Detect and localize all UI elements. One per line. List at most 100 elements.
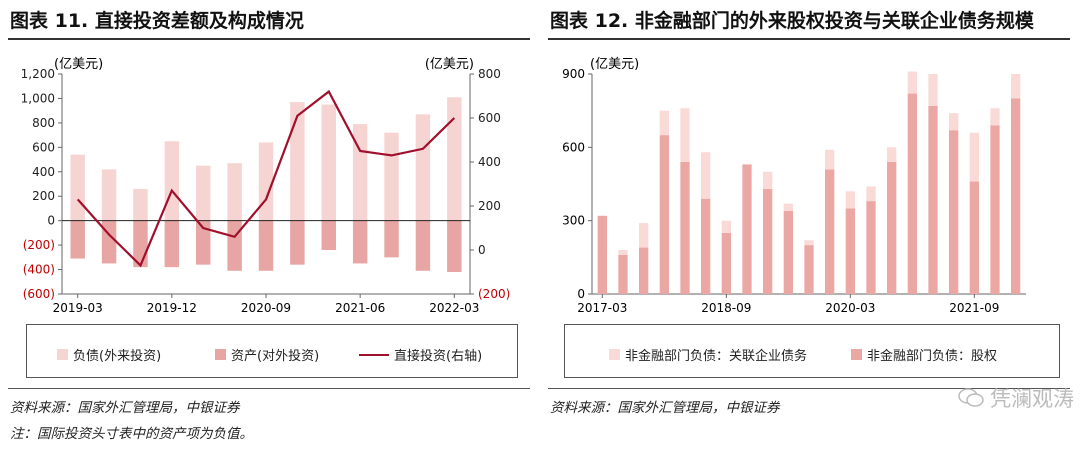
bar-liabilities	[196, 165, 211, 221]
y-tick-label: 600	[562, 140, 585, 154]
left-axis-unit: (亿美元)	[54, 57, 103, 72]
left-footnote: 注：国际投资头寸表中的资产项为负值。	[10, 426, 253, 442]
bar-affiliate-debt	[928, 74, 938, 106]
bar-assets	[196, 220, 211, 265]
line-net-fdi	[76, 89, 456, 268]
x-tick-label: 2021-09	[949, 301, 999, 315]
left-legend: 负债(外来投资) 资产(对外投资) 直接投资(右轴)	[26, 324, 518, 378]
bar-liabilities	[227, 163, 242, 221]
bar-liabilities	[133, 188, 148, 221]
left-tick-label: (600)	[23, 287, 55, 301]
right-tick-label: (200)	[478, 287, 510, 301]
wechat-icon	[958, 388, 984, 407]
bar-liabilities	[384, 132, 399, 221]
bar-affiliate-debt	[701, 152, 711, 199]
legend-swatch-net-fdi	[359, 353, 389, 356]
bar-affiliate-debt	[949, 113, 959, 131]
bar-equity	[825, 169, 835, 294]
bar-equity	[969, 181, 979, 294]
bar-equity	[742, 164, 752, 294]
left-tick-label: (200)	[23, 238, 55, 252]
axis-unit: (亿美元)	[590, 57, 639, 72]
legend-item-liabilities: 负债(外来投资)	[57, 345, 161, 364]
legend-item-net-fdi: 直接投资(右轴)	[359, 345, 482, 364]
bar-affiliate-debt	[969, 132, 979, 182]
y-tick-label: 0	[577, 287, 585, 301]
legend-label-assets: 资产(对外投资)	[231, 349, 320, 364]
bar-affiliate-debt	[721, 220, 731, 233]
bar-equity	[618, 254, 628, 294]
bar-affiliate-debt	[887, 147, 897, 162]
legend-label-net-fdi: 直接投资(右轴)	[394, 349, 483, 364]
bar-equity	[597, 215, 607, 294]
x-tick-label: 2021-06	[335, 301, 385, 315]
bar-affiliate-debt	[845, 191, 855, 209]
x-tick-label: 2022-03	[429, 301, 479, 315]
bar-affiliate-debt	[659, 110, 669, 136]
bar-liabilities	[164, 141, 180, 221]
bar-liabilities	[258, 142, 274, 221]
right-title-rule	[548, 38, 1070, 40]
legend-swatch-assets	[215, 349, 226, 360]
legend-item-equity: 非金融部门负债：股权	[851, 345, 997, 364]
x-tick-label: 2017-03	[577, 301, 627, 315]
legend-label-affiliate-debt: 非金融部门负债：关联企业债务	[625, 349, 808, 364]
bar-equity	[907, 93, 917, 294]
bar-equity	[949, 130, 959, 294]
bar-liabilities	[415, 114, 431, 221]
bar-liabilities	[321, 104, 336, 221]
left-chart: (亿美元) (亿美元)1,2001,0008006004002000(200)(4…	[21, 57, 511, 315]
x-tick-label: 2020-03	[825, 301, 875, 315]
bar-affiliate-debt	[990, 108, 1000, 126]
bar-equity	[845, 208, 855, 294]
bar-assets	[290, 220, 305, 265]
bar-affiliate-debt	[825, 149, 835, 170]
bar-assets	[164, 220, 180, 268]
bar-affiliate-debt	[680, 108, 690, 162]
bar-liabilities	[101, 169, 117, 221]
bar-equity	[990, 125, 1000, 294]
bar-equity	[928, 105, 938, 295]
right-tick-label: 0	[478, 243, 486, 257]
bar-affiliate-debt	[618, 250, 628, 255]
watermark-text: 凭澜观涛	[990, 387, 1074, 411]
bar-equity	[763, 188, 773, 294]
x-tick-label: 2020-09	[241, 301, 291, 315]
left-tick-label: 800	[32, 116, 55, 130]
legend-swatch-affiliate-debt	[609, 349, 620, 360]
legend-swatch-liabilities	[57, 349, 68, 360]
bar-affiliate-debt	[763, 171, 773, 189]
bar-affiliate-debt	[907, 71, 917, 94]
x-tick-label: 2018-09	[701, 301, 751, 315]
bar-liabilities	[447, 97, 462, 221]
right-bottom-rule	[548, 388, 1070, 389]
legend-label-equity: 非金融部门负债：股权	[867, 349, 998, 364]
legend-item-affiliate-debt: 非金融部门负债：关联企业债务	[609, 345, 807, 364]
x-tick-label: 2019-12	[147, 301, 197, 315]
bar-affiliate-debt	[866, 186, 876, 202]
bar-liabilities	[70, 154, 85, 221]
bar-equity	[783, 210, 793, 294]
bar-affiliate-debt	[783, 203, 793, 211]
right-source-note: 资料来源：国家外汇管理局，中银证券	[550, 400, 780, 416]
left-tick-label: 200	[32, 189, 55, 203]
left-tick-label: 400	[32, 165, 55, 179]
left-chart-panel: 图表 11. 直接投资差额及构成情况 (亿美元) (亿美元) 1,200 1,000 8…	[8, 10, 530, 442]
right-axis-unit: (亿美元)	[425, 57, 474, 72]
y-tick-label: 300	[562, 214, 585, 228]
bar-assets	[415, 220, 431, 271]
y-tick-label: 900	[562, 67, 585, 81]
bar-affiliate-debt	[1011, 74, 1021, 99]
bar-assets	[258, 220, 274, 271]
watermark: 凭澜观涛	[958, 383, 1074, 413]
left-tick-label: 1,000	[21, 91, 55, 105]
left-title-rule	[8, 38, 530, 40]
right-legend: 非金融部门负债：关联企业债务 非金融部门负债：股权	[564, 324, 1060, 378]
bar-equity	[804, 245, 814, 294]
right-chart-panel: 图表 12. 非金融部门的外来股权投资与关联企业债务规模 (亿美元) 900 600…	[540, 0, 1080, 449]
bar-equity	[1011, 98, 1021, 294]
left-tick-label: 1,200	[21, 67, 55, 81]
bar-equity	[659, 135, 669, 294]
bar-equity	[680, 162, 690, 294]
